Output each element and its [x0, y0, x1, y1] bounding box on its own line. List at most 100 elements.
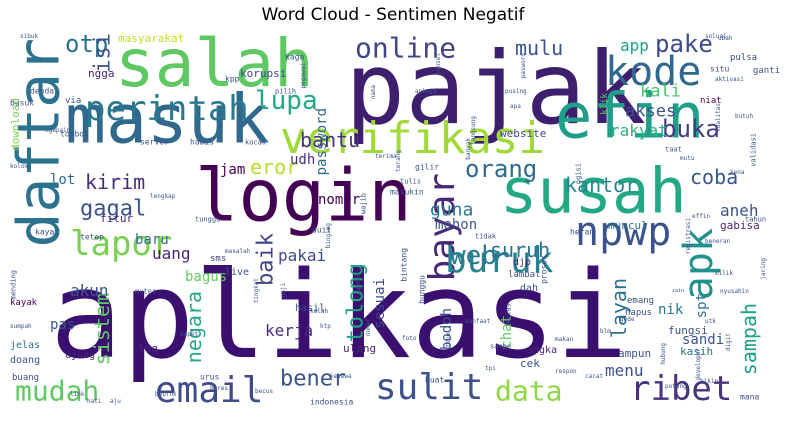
word-denda: denda: [30, 86, 54, 95]
word-beneran: beneran: [705, 238, 731, 245]
word-mudah: mudah: [15, 374, 99, 407]
word-isi: isi: [91, 33, 116, 73]
word-tulis: tulis: [400, 178, 421, 186]
word-kasih: kasih: [680, 345, 713, 358]
word-gilir: gilir: [415, 162, 439, 171]
word-doang: doang: [10, 355, 40, 366]
word-tetep: tetep: [80, 232, 104, 241]
word-layan: layan: [607, 278, 631, 338]
word-gabisa: gabisa: [720, 219, 760, 232]
word-susah: susah: [500, 155, 687, 228]
word-live: live: [225, 267, 249, 278]
word-kelas: kelas: [505, 303, 513, 324]
word-potong: potong: [665, 383, 687, 390]
word-link: link: [70, 391, 85, 398]
word-tolong: tolong: [344, 263, 369, 342]
word-download: download: [10, 98, 22, 151]
word-online: online: [355, 33, 456, 64]
word-dah: dah: [520, 283, 538, 294]
word-foto: foto: [402, 335, 417, 342]
word-app: app: [620, 36, 649, 55]
word-bantu: bantu: [300, 128, 360, 152]
word-eror: eror: [250, 155, 298, 179]
word-kantor: kantor: [565, 173, 637, 197]
word-utk: utk: [705, 318, 716, 325]
word-cacat: cacat: [585, 373, 603, 380]
word-sistem: sistem: [90, 293, 114, 365]
word-sampe: sampe: [490, 343, 511, 351]
word-taat: taat: [665, 146, 682, 154]
word-ponsel: ponsel: [435, 53, 442, 75]
word-terima: terima: [375, 153, 397, 160]
word-nik: nik: [658, 302, 684, 318]
word-verifikasi: verifikasi: [280, 113, 545, 164]
word-busuk: busuk: [10, 98, 34, 107]
word-butuh: butuh: [735, 113, 753, 120]
word-tunggu: tunggu: [195, 216, 220, 224]
word-lambat: lambat: [508, 270, 541, 280]
word-aplikasi: aplikasi: [50, 247, 628, 386]
word-mutu: mutu: [680, 155, 695, 162]
word-password: password: [314, 108, 330, 175]
word-nama: nama: [370, 85, 377, 100]
word-buka: buka: [662, 115, 720, 143]
word-nomer: nomer: [365, 318, 372, 336]
word-login: login: [195, 154, 412, 238]
word-pulsa: pulsa: [730, 53, 757, 63]
word-angka: angka: [527, 345, 557, 356]
word-ngisi: ngisi: [575, 163, 583, 184]
word-server: server: [140, 137, 169, 146]
word-akun: akun: [70, 281, 109, 300]
word-negara: negara: [182, 291, 206, 363]
word-buang: buang: [12, 373, 39, 383]
word-ngapain: ngapain: [45, 127, 71, 134]
word-pasword: pasword: [520, 53, 527, 79]
word-log: log: [138, 342, 158, 355]
word-kaya: kaya: [35, 227, 54, 236]
word-proses: proses: [539, 255, 548, 284]
word-masuk: masuk: [65, 80, 270, 159]
word-lupa: lupa: [255, 86, 318, 116]
word-jelas: jelas: [10, 340, 40, 351]
word-lot: lot: [50, 172, 75, 188]
word-korupsi: korupsi: [240, 67, 286, 80]
word-kirim: kirim: [85, 170, 145, 194]
word-kali: kali: [640, 82, 681, 102]
word-developer: developer: [695, 348, 702, 381]
word-mana: mana: [740, 392, 759, 401]
word-apa: apa: [510, 103, 521, 110]
word-tahun: tahun: [745, 216, 766, 224]
word-kalah: kalah: [310, 308, 328, 315]
word-pilih: pilih: [275, 88, 296, 96]
word-akses: akses: [625, 102, 676, 122]
word-email: email: [155, 370, 263, 411]
word-pakai: pakai: [278, 246, 326, 265]
word-fitur: fitur: [100, 212, 133, 225]
word-uang: uang: [152, 244, 191, 263]
word-perintah: perintah: [85, 89, 249, 129]
word-pajak: pajak: [345, 33, 646, 147]
word-bobrok: bobrok: [155, 391, 177, 398]
word-via: via: [65, 96, 81, 106]
word-menu: menu: [605, 361, 644, 380]
word-hapus: hapus: [625, 308, 652, 318]
word-blm: blm: [600, 328, 611, 335]
word-ubah: ubah: [718, 35, 733, 42]
word-manfaat: manfaat: [465, 318, 491, 325]
word-indonesia: indonesia: [310, 397, 354, 406]
word-lapor: lapor: [70, 224, 172, 264]
word-kayak: kayak: [10, 298, 38, 308]
word-buruk: buruk: [445, 240, 554, 281]
word-bikin: bikin: [700, 378, 718, 385]
word-salah: salah: [115, 33, 314, 102]
word-spt: spt: [694, 293, 710, 318]
word-niat: niat: [700, 96, 722, 106]
word-respon: respon: [555, 368, 577, 375]
word-becus: becus: [255, 388, 273, 395]
word-dapet: dapet: [180, 331, 198, 338]
word-sulit: sulit: [375, 367, 483, 408]
word-gaji: gaji: [280, 283, 287, 298]
word-muncul: muncul: [608, 219, 648, 232]
word-otp: otp: [65, 33, 108, 58]
